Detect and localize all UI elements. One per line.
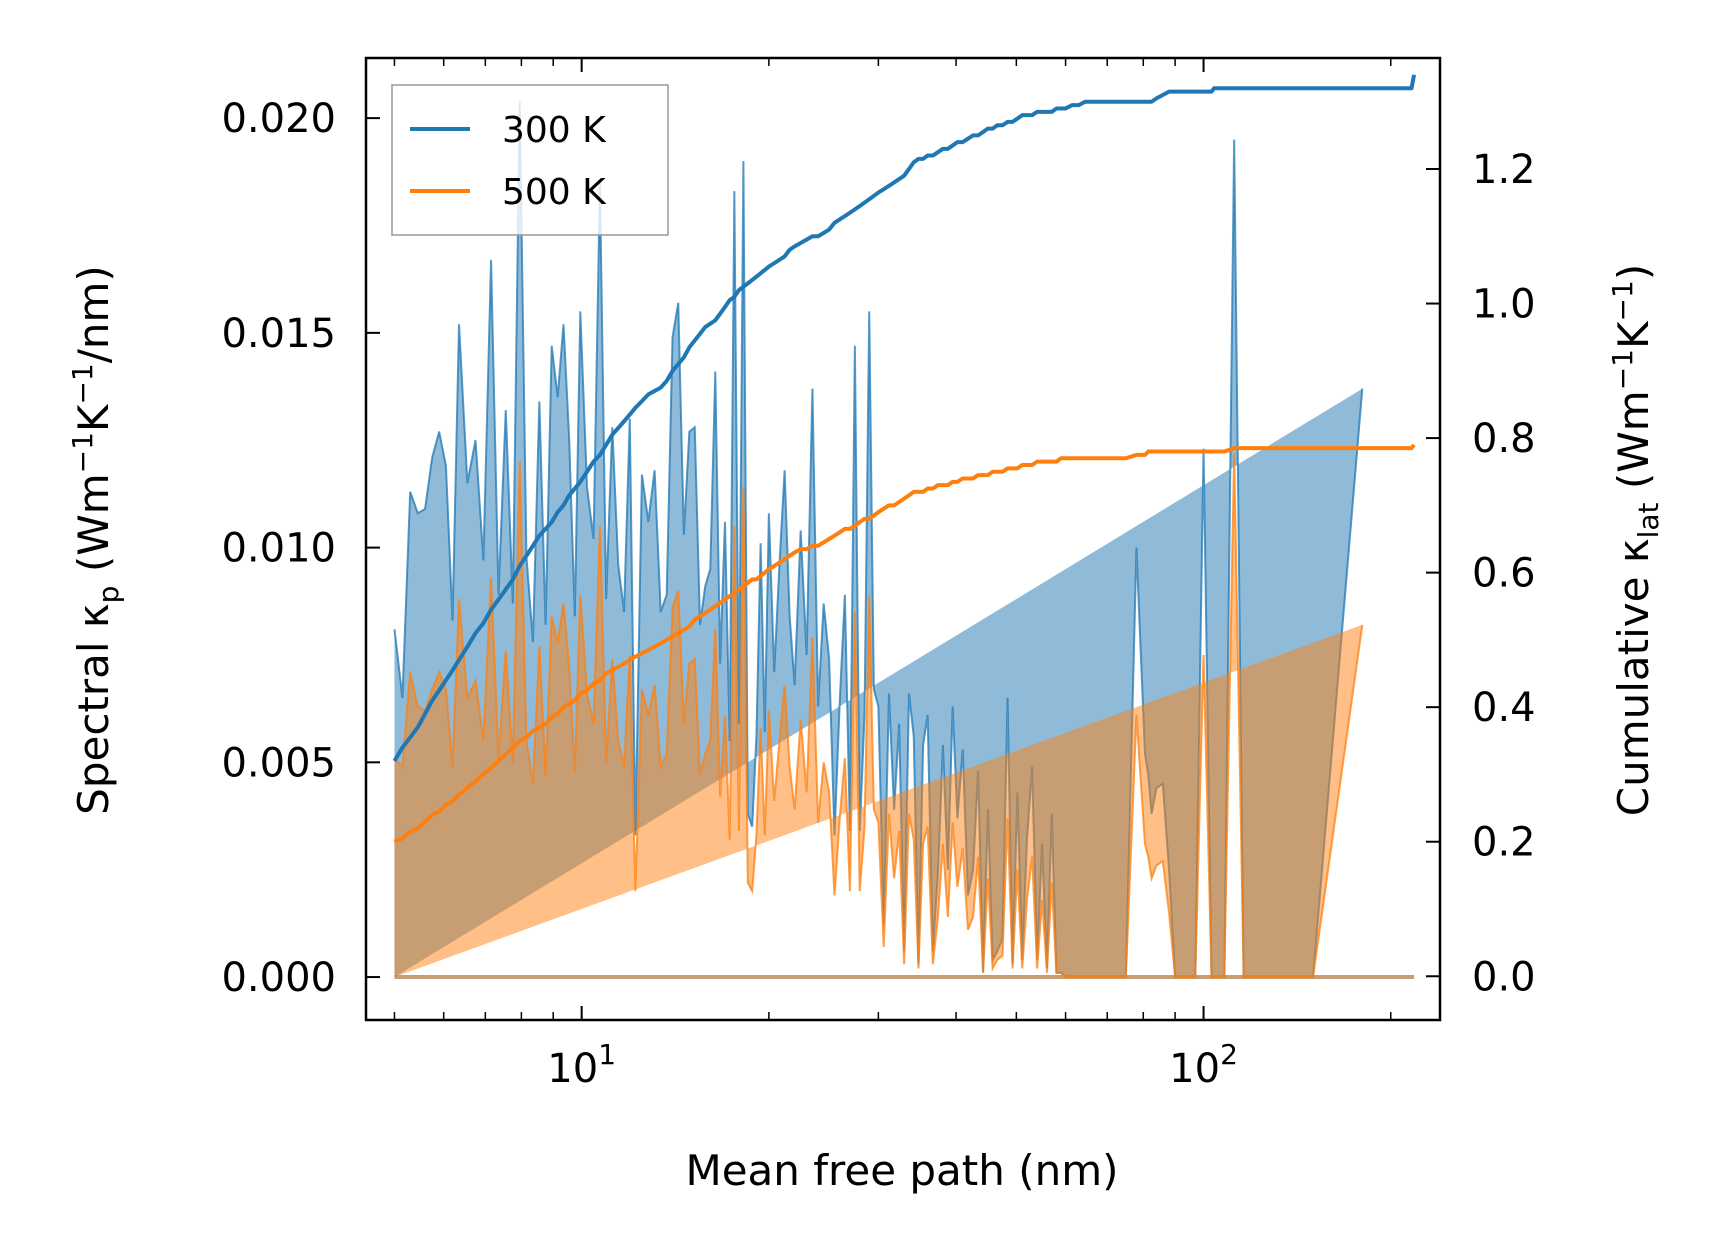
y-right-tick-label: 0.6 bbox=[1472, 551, 1536, 597]
plot-frame bbox=[364, 56, 1442, 1022]
y-right-tick-label: 1.2 bbox=[1472, 147, 1536, 193]
y-right-exp1: −1 bbox=[1606, 349, 1639, 390]
y-left-unit-open: (Wm bbox=[69, 473, 118, 585]
legend-frame bbox=[391, 84, 669, 236]
y-right-unit-open: (Wm bbox=[1609, 390, 1658, 502]
y-right-unit-close: ) bbox=[1609, 264, 1658, 280]
cumulative-lines bbox=[392, 74, 1416, 844]
y-left-mid: K bbox=[69, 403, 118, 432]
legend-300k-label: 300 K bbox=[502, 110, 607, 151]
legend-500k-label: 500 K bbox=[502, 172, 607, 213]
axes: 0.000 0.005 0.010 0.015 0.020 0.0 0.2 0.4 0.6 0.8… bbox=[221, 56, 1536, 1092]
y-right-kappa: κ bbox=[1609, 538, 1658, 563]
y-right-tick-label: 0.8 bbox=[1472, 416, 1536, 462]
y-left-tick-label: 0.015 bbox=[221, 311, 336, 357]
y-left-unit-close: /nm) bbox=[69, 265, 118, 363]
y-axis-right-title: Cumulative κlat (Wm−1K−1) bbox=[1606, 264, 1665, 816]
y-left-exp2: −1 bbox=[66, 363, 99, 404]
y-axis-left-title: Spectral κp (Wm−1K−1/nm) bbox=[66, 265, 125, 815]
x-tick-base: 10 bbox=[1169, 1046, 1220, 1092]
y-left-kappa: κ bbox=[69, 603, 118, 628]
y-left-tick-label: 0.000 bbox=[221, 955, 336, 1001]
legend: 300 K 500 K bbox=[391, 84, 669, 236]
y-right-sub: lat bbox=[1632, 502, 1665, 538]
y-right-prefix: Cumulative bbox=[1609, 563, 1658, 816]
y-right-tick-label: 1.0 bbox=[1472, 282, 1536, 328]
y-left-tick-label: 0.005 bbox=[221, 740, 336, 786]
y-right-exp2: −1 bbox=[1606, 280, 1639, 321]
y-right-tick-label: 0.0 bbox=[1472, 954, 1536, 1000]
x-tick-label: 102 bbox=[1169, 1038, 1238, 1092]
x-tick-exp: 2 bbox=[1220, 1038, 1238, 1071]
cumulative-line-500k bbox=[393, 443, 1416, 844]
cumulative-line-300k bbox=[392, 74, 1416, 763]
y-right-tick-label: 0.2 bbox=[1472, 820, 1536, 866]
x-tick-label: 101 bbox=[547, 1038, 616, 1092]
x-tick-base: 10 bbox=[547, 1046, 598, 1092]
spectral-area-500k bbox=[394, 453, 1363, 978]
y-right-mid: K bbox=[1609, 320, 1658, 349]
y-left-prefix: Spectral bbox=[69, 628, 118, 815]
x-axis-title: Mean free path (nm) bbox=[685, 1146, 1118, 1195]
y-left-tick-label: 0.010 bbox=[221, 526, 336, 572]
y-left-exp1: −1 bbox=[66, 432, 99, 473]
y-left-tick-label: 0.020 bbox=[221, 96, 336, 142]
y-right-tick-label: 0.4 bbox=[1472, 685, 1536, 731]
y-left-sub: p bbox=[92, 586, 125, 604]
series-500k-fill bbox=[393, 453, 1415, 980]
x-tick-exp: 1 bbox=[598, 1038, 616, 1071]
